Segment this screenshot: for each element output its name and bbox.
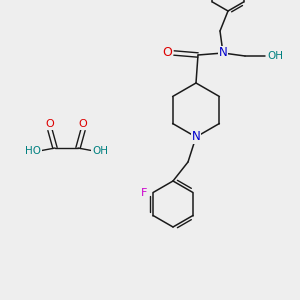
Text: O: O [46,119,54,129]
Text: F: F [141,188,147,197]
Text: O: O [162,46,172,59]
Text: OH: OH [267,51,283,61]
Text: OH: OH [92,146,108,156]
Text: N: N [219,46,227,59]
Text: N: N [192,130,200,143]
Text: O: O [79,119,87,129]
Text: HO: HO [25,146,41,156]
